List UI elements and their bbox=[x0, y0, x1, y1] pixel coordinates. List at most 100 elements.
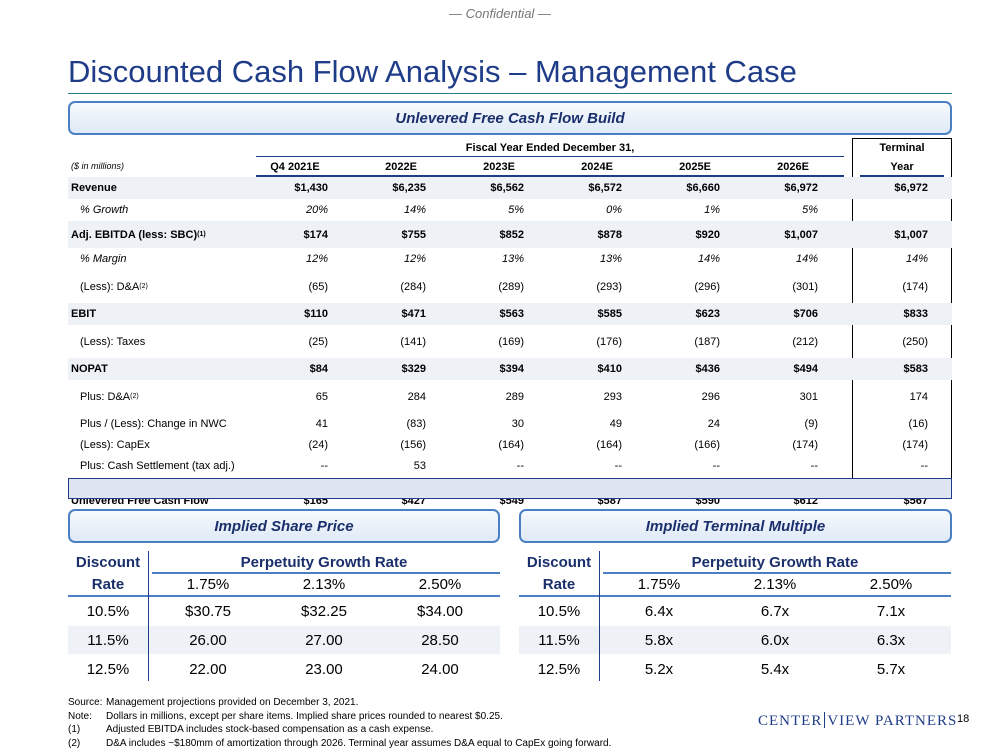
growth-rate-col-header: 2.50% bbox=[418, 576, 462, 593]
title-rule bbox=[68, 93, 952, 94]
page-number: 18 bbox=[957, 713, 970, 725]
row-label: Plus: Cash Settlement (tax adj.) bbox=[80, 459, 235, 472]
sensitivity-value: 5.4x bbox=[760, 661, 790, 678]
row-label: (Less): D&A (2) bbox=[80, 280, 148, 293]
row-value: 65 bbox=[315, 390, 328, 403]
row-value: 5% bbox=[802, 204, 818, 216]
growth-header-rule bbox=[152, 572, 500, 574]
footnotes: Source: Management projections provided o… bbox=[68, 696, 611, 750]
sensitivity-value: 6.3x bbox=[876, 632, 906, 649]
row-value: -- bbox=[614, 459, 622, 472]
footnote: Note: Dollars in millions, except per sha… bbox=[68, 710, 503, 722]
ufcf-header-row-2: ($ in millions) Q4 2021E 2022E 2023E 202… bbox=[68, 157, 952, 177]
row-value: $878 bbox=[597, 228, 622, 241]
row-value: 24 bbox=[707, 417, 720, 430]
row-value: (65) bbox=[308, 280, 328, 293]
ufcf-row-cash: Plus: Cash Settlement (tax adj.) -- 53 -- --… bbox=[68, 455, 952, 476]
row-value: (174) bbox=[902, 438, 928, 451]
growth-rate-col-header: 2.13% bbox=[753, 576, 797, 593]
year-header: 2026E bbox=[777, 161, 809, 173]
row-value: (293) bbox=[596, 280, 622, 293]
ufcf-row-growth: % Growth 20% 14% 5% 0% 1% 5% bbox=[68, 199, 952, 221]
sensitivity-value: $30.75 bbox=[185, 603, 231, 620]
discount-rate: 10.5% bbox=[537, 603, 581, 620]
row-value: $6,972 bbox=[894, 182, 928, 194]
row-value: -- bbox=[320, 459, 328, 472]
growth-header-rule bbox=[603, 572, 951, 574]
ufcf-row-taxes: (Less): Taxes (25) (141) (169) (176) (187) (21… bbox=[68, 325, 952, 358]
sensitivity-value: 6.0x bbox=[760, 632, 790, 649]
row-value: -- bbox=[712, 459, 720, 472]
row-value: (174) bbox=[792, 438, 818, 451]
row-value: $6,562 bbox=[490, 182, 524, 194]
row-value: $755 bbox=[401, 228, 426, 241]
sensitivity-row: 11.5% 5.8x 6.0x 6.3x bbox=[519, 626, 951, 654]
row-value: -- bbox=[810, 459, 818, 472]
terminal-header-rule bbox=[860, 175, 944, 177]
row-value: $585 bbox=[597, 308, 622, 320]
ufcf-row-nwc: Plus / (Less): Change in NWC 41 (83) 30 49 24… bbox=[68, 413, 952, 434]
growth-rate-col-header: 2.50% bbox=[869, 576, 913, 593]
row-value: $471 bbox=[401, 308, 426, 320]
row-value: 14% bbox=[905, 253, 928, 265]
sensitivity-row: 10.5% 6.4x 6.7x 7.1x bbox=[519, 597, 951, 625]
discount-rate: 11.5% bbox=[538, 632, 580, 649]
row-value: 20% bbox=[305, 204, 328, 216]
terminal-multiple-table: Discount Rate Perpetuity Growth Rate 1.7… bbox=[519, 551, 951, 681]
discount-rate: 11.5% bbox=[87, 632, 129, 649]
perpetuity-growth-header: Perpetuity Growth Rate bbox=[240, 554, 408, 571]
row-value: 301 bbox=[799, 390, 818, 403]
row-value: (289) bbox=[498, 280, 524, 293]
fiscal-year-rule bbox=[256, 156, 844, 157]
sensitivity-row: 10.5% $30.75 $32.25 $34.00 bbox=[68, 597, 500, 625]
row-value: (169) bbox=[498, 335, 524, 348]
row-value: -- bbox=[920, 459, 928, 472]
year-header: 2023E bbox=[483, 161, 515, 173]
row-value: (164) bbox=[596, 438, 622, 451]
row-label: % Growth bbox=[80, 204, 129, 216]
sensitivity-value: 23.00 bbox=[305, 661, 343, 678]
ufcf-row-capex: (Less): CapEx (24) (156) (164) (164) (166) (17… bbox=[68, 434, 952, 455]
row-value: $6,572 bbox=[588, 182, 622, 194]
sensitivity-value: 5.7x bbox=[876, 661, 906, 678]
year-header: Q4 2021E bbox=[270, 161, 320, 173]
row-value: (166) bbox=[694, 438, 720, 451]
row-value: $1,430 bbox=[294, 182, 328, 194]
row-value: (141) bbox=[400, 335, 426, 348]
footnote: (2) D&A includes ~$180mm of amortization … bbox=[68, 737, 612, 749]
row-value: (25) bbox=[308, 335, 328, 348]
row-value: $410 bbox=[597, 363, 622, 375]
row-value: (9) bbox=[804, 417, 818, 430]
row-value: (16) bbox=[908, 417, 928, 430]
row-value: $84 bbox=[309, 363, 328, 375]
row-label: NOPAT bbox=[71, 363, 108, 375]
row-value: $583 bbox=[903, 363, 928, 375]
ufcf-row-revenue: Revenue $1,430 $6,235 $6,562 $6,572 $6,660 $6,… bbox=[68, 177, 952, 199]
discount-rate: 12.5% bbox=[86, 661, 130, 678]
row-value: $6,972 bbox=[784, 182, 818, 194]
rate-header: Rate bbox=[542, 576, 576, 593]
row-value: (164) bbox=[498, 438, 524, 451]
row-label: (Less): Taxes bbox=[80, 335, 146, 348]
sensitivity-value: 7.1x bbox=[876, 603, 906, 620]
row-value: (301) bbox=[792, 280, 818, 293]
centerview-logo: CENTER VIEW PARTNERS bbox=[758, 712, 958, 729]
row-value: 174 bbox=[909, 390, 928, 403]
rate-column-divider bbox=[148, 551, 149, 681]
row-label: % Margin bbox=[80, 253, 127, 265]
row-value: 13% bbox=[599, 253, 622, 265]
confidential-label: — Confidential — bbox=[449, 6, 551, 21]
row-label: Adj. EBITDA (less: SBC) (1) bbox=[71, 228, 206, 241]
row-value: (174) bbox=[902, 280, 928, 293]
footnote: (1) Adjusted EBITDA includes stock-based … bbox=[68, 724, 434, 735]
share-price-section-header: Implied Share Price bbox=[68, 509, 500, 543]
rate-header: Rate bbox=[91, 576, 125, 593]
terminal-header-2: Year bbox=[890, 161, 914, 173]
row-value: $1,007 bbox=[894, 228, 928, 241]
row-value: 13% bbox=[501, 253, 524, 265]
ufcf-row-ebitda: Adj. EBITDA (less: SBC) (1) $174 $755 $852 $8… bbox=[68, 221, 952, 248]
footnote: Source: Management projections provided o… bbox=[68, 697, 359, 708]
terminal-header-1: Terminal bbox=[879, 142, 925, 154]
row-value: 53 bbox=[413, 459, 426, 472]
sensitivity-value: 5.2x bbox=[644, 661, 674, 678]
